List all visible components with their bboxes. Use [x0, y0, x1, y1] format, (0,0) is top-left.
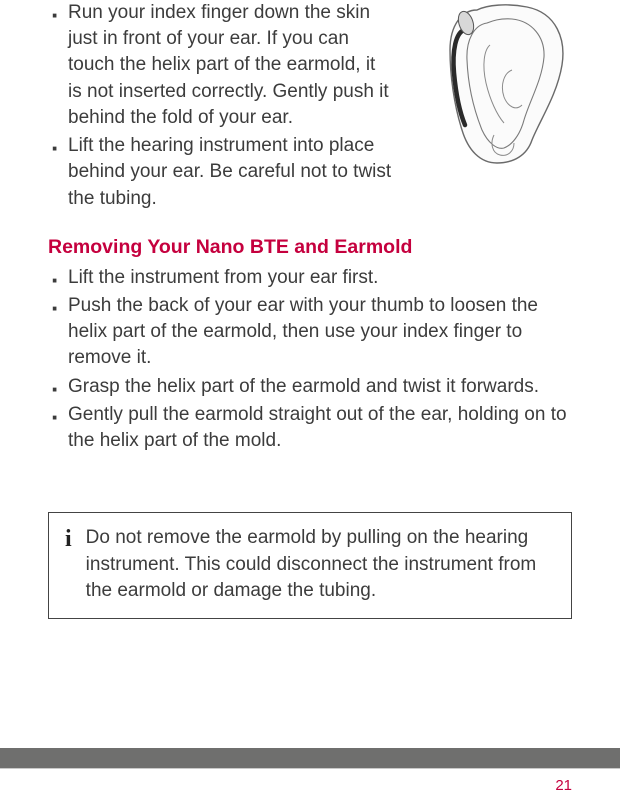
- list-item-text: Grasp the helix part of the earmold and …: [68, 376, 539, 397]
- list-item-text: Lift the instrument from your ear first.: [68, 267, 378, 288]
- list-item-text: Gently pull the earmold straight out of …: [68, 404, 567, 451]
- top-section: Run your index finger down the skin just…: [48, 0, 572, 212]
- list-item: Run your index finger down the skin just…: [48, 0, 572, 131]
- page-content: Run your index finger down the skin just…: [0, 0, 620, 806]
- list-item-text: Run your index finger down the skin just…: [68, 2, 389, 128]
- info-box: i Do not remove the earmold by pulling o…: [48, 512, 572, 619]
- list-item: Lift the instrument from your ear first.: [48, 265, 572, 291]
- page-number: 21: [0, 769, 620, 806]
- list-item: Grasp the helix part of the earmold and …: [48, 374, 572, 400]
- info-text: Do not remove the earmold by pulling on …: [86, 525, 555, 604]
- page-footer: 21: [0, 745, 620, 806]
- list-item-text: Lift the hearing instrument into place b…: [68, 135, 391, 208]
- section-heading: Removing Your Nano BTE and Earmold: [48, 236, 572, 259]
- instruction-list-1: Run your index finger down the skin just…: [48, 0, 572, 212]
- list-item-text: Push the back of your ear with your thum…: [68, 295, 538, 368]
- list-item: Push the back of your ear with your thum…: [48, 293, 572, 372]
- info-icon: i: [65, 527, 72, 551]
- list-item: Gently pull the earmold straight out of …: [48, 402, 572, 454]
- footer-band: [0, 745, 620, 769]
- instruction-list-2: Lift the instrument from your ear first.…: [48, 265, 572, 455]
- list-item: Lift the hearing instrument into place b…: [48, 133, 572, 212]
